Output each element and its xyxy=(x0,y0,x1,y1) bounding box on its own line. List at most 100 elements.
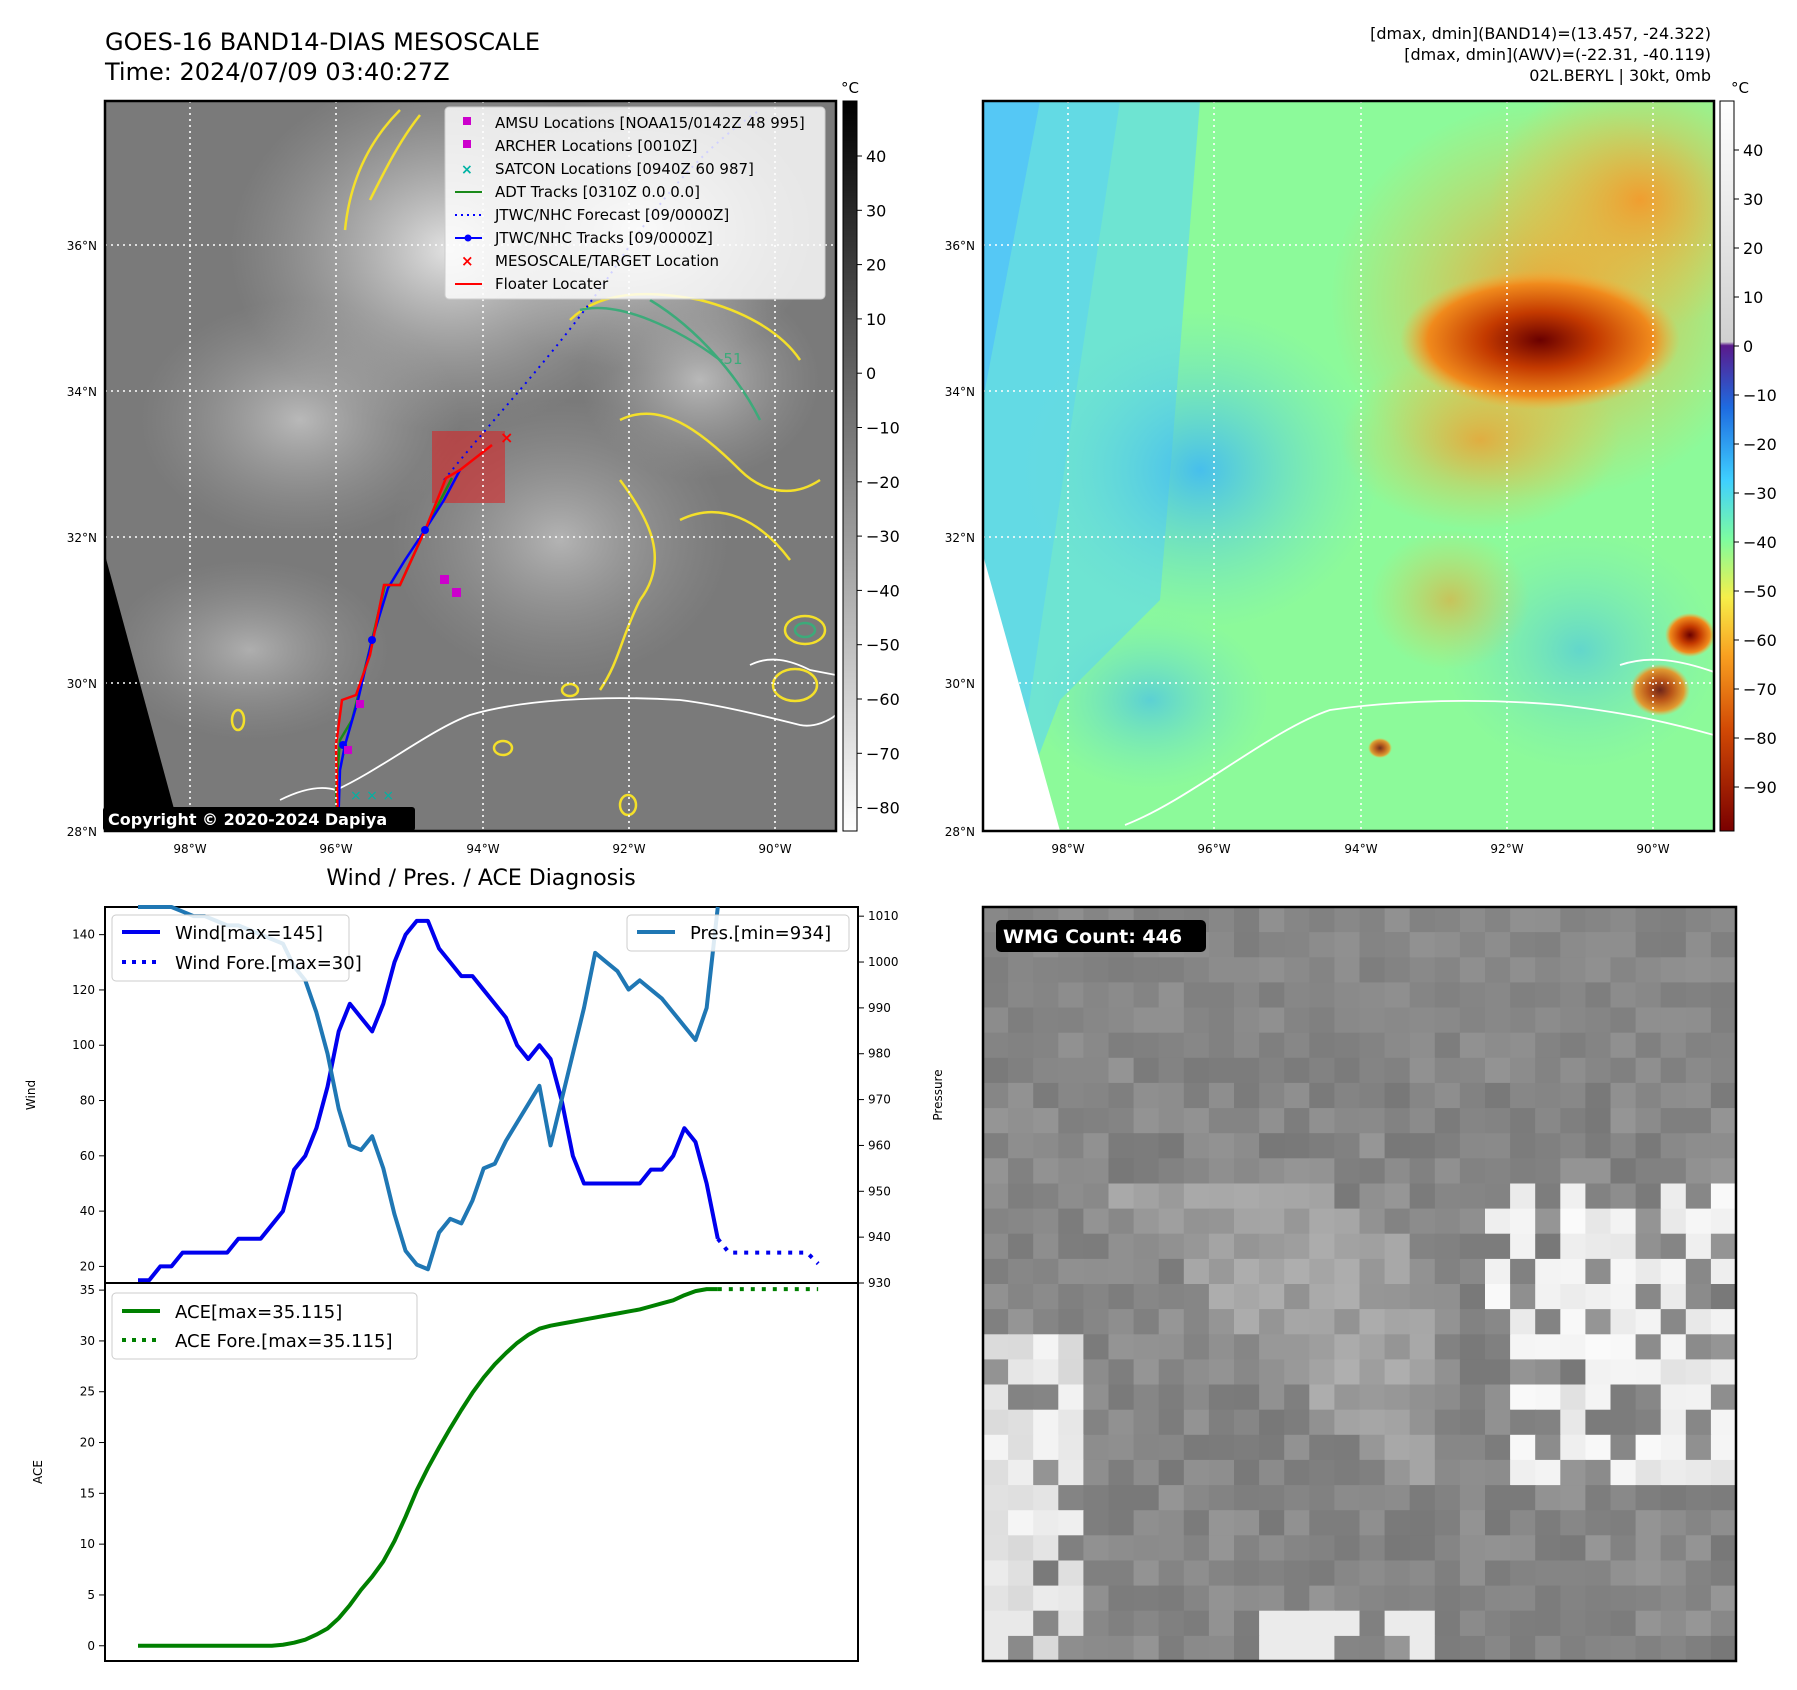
pressure-tick-label: 980 xyxy=(868,1047,891,1061)
color-colorbar-unit: °C xyxy=(1731,79,1749,97)
ace-series-line-0 xyxy=(138,1287,718,1648)
pressure-tick-label: 1000 xyxy=(868,955,899,969)
pressure-tick-label: 940 xyxy=(868,1230,891,1244)
legend-forecast: JTWC/NHC Forecast [09/0000Z] xyxy=(494,206,729,224)
color-colorbar-tick: −80 xyxy=(1743,729,1777,748)
figure-title: GOES-16 BAND14-DIAS MESOSCALE xyxy=(105,28,540,56)
svg-text:× × ×: × × × xyxy=(350,788,394,804)
lon-tick-label: 92°W xyxy=(1490,842,1523,856)
pressure-legend: Pres.[min=934] xyxy=(626,914,850,952)
pressure-tick-label: 1010 xyxy=(868,909,899,923)
ace-axis-label: ACE xyxy=(31,1460,45,1484)
lat-tick-label: 36°N xyxy=(945,239,975,253)
ace-tick-label: 30 xyxy=(80,1334,95,1348)
ace-tick-label: 5 xyxy=(87,1588,95,1602)
lat-tick-label: 34°N xyxy=(945,385,975,399)
lon-tick-label: 90°W xyxy=(1636,842,1669,856)
legend-floater: Floater Locater xyxy=(495,275,609,293)
wind-legend: Wind[max=145] Wind Fore.[max=30] xyxy=(111,914,362,982)
series-line-0 xyxy=(138,918,720,1283)
color-colorbar-tick: 10 xyxy=(1743,288,1763,307)
left-satellite-map: -51 × × × × xyxy=(103,99,838,833)
wind-tick-label: 120 xyxy=(72,983,95,997)
wind-tick-label: 20 xyxy=(80,1259,95,1273)
legend-ace-forecast: ACE Fore.[max=35.115] xyxy=(175,1331,393,1352)
gray-colorbar-unit: °C xyxy=(841,79,859,97)
legend-ace: ACE[max=35.115] xyxy=(175,1302,342,1323)
stats-band14: [dmax, dmin](BAND14)=(13.457, -24.322) xyxy=(1370,24,1711,43)
lat-tick-label: 28°N xyxy=(945,825,975,839)
gray-colorbar-tick: −30 xyxy=(866,527,900,546)
gray-colorbar-tick: −40 xyxy=(866,581,900,600)
legend-wind: Wind[max=145] xyxy=(175,923,323,944)
pressure-tick-label: 990 xyxy=(868,1001,891,1015)
lat-tick-label: 30°N xyxy=(945,677,975,691)
color-colorbar-tick: −20 xyxy=(1743,435,1777,454)
gray-colorbar-tick: −20 xyxy=(866,473,900,492)
lon-tick-label: 94°W xyxy=(466,842,499,856)
svg-text:×: × xyxy=(461,162,473,178)
color-colorbar-tick: 0 xyxy=(1743,337,1753,356)
lon-tick-label: 96°W xyxy=(1197,842,1230,856)
wind-tick-label: 100 xyxy=(72,1038,95,1052)
color-colorbar-tick: −10 xyxy=(1743,386,1777,405)
lat-tick-label: 32°N xyxy=(67,531,97,545)
lon-tick-label: 92°W xyxy=(612,842,645,856)
lat-tick-label: 36°N xyxy=(67,239,97,253)
color-colorbar-tick: 20 xyxy=(1743,239,1763,258)
storm-info: 02L.BERYL | 30kt, 0mb xyxy=(1529,66,1711,85)
color-colorbar-tick: −60 xyxy=(1743,631,1777,650)
gray-colorbar-tick: −80 xyxy=(866,799,900,818)
legend-pressure: Pres.[min=934] xyxy=(690,923,831,944)
gray-colorbar-tick: −50 xyxy=(866,636,900,655)
legend-amsu: AMSU Locations [NOAA15/0142Z 48 995] xyxy=(495,114,805,132)
wind-tick-label: 40 xyxy=(80,1204,95,1218)
lon-tick-label: 96°W xyxy=(319,842,352,856)
lat-tick-label: 32°N xyxy=(945,531,975,545)
gray-colorbar: °C 40 30 20 10 0 −10 −20 −30 −40 −50 −60 −70 −80 xyxy=(841,79,900,832)
legend-tracks: JTWC/NHC Tracks [09/0000Z] xyxy=(494,229,713,247)
series-line-1 xyxy=(716,1237,820,1266)
gray-colorbar-tick: −10 xyxy=(866,419,900,438)
legend-adt: ADT Tracks [0310Z 0.0 0.0] xyxy=(495,183,700,201)
pressure-tick-label: 950 xyxy=(868,1184,891,1198)
legend-archer: ARCHER Locations [0010Z] xyxy=(495,137,698,155)
pressure-axis-label: Pressure xyxy=(931,1069,945,1120)
svg-text:×: × xyxy=(500,428,513,447)
wind-pressure-chart: 20 40 60 80 100 120 140 930 940 950 960 970 980 990 1… xyxy=(24,905,945,1290)
wind-tick-label: 60 xyxy=(80,1149,95,1163)
lon-tick-label: 98°W xyxy=(1051,842,1084,856)
ace-tick-label: 15 xyxy=(80,1486,95,1500)
color-colorbar-tick: −50 xyxy=(1743,582,1777,601)
svg-text:×: × xyxy=(461,252,474,270)
wmg-panel: WMG Count: 446 xyxy=(981,905,1738,1663)
pressure-tick-label: 970 xyxy=(868,1093,891,1107)
gray-colorbar-tick: 40 xyxy=(866,147,886,166)
wind-tick-label: 80 xyxy=(80,1094,95,1108)
gray-colorbar-tick: −60 xyxy=(866,690,900,709)
lat-tick-label: 30°N xyxy=(67,677,97,691)
gray-colorbar-tick: 0 xyxy=(866,364,876,383)
gray-colorbar-tick: −70 xyxy=(866,744,900,763)
gray-colorbar-tick: 30 xyxy=(866,201,886,220)
pressure-tick-label: 930 xyxy=(868,1276,891,1290)
copyright-label: Copyright © 2020-2024 Dapiya xyxy=(108,810,387,829)
right-satellite-map xyxy=(981,99,1716,833)
legend-satcon: SATCON Locations [0940Z 60 987] xyxy=(495,160,754,178)
contour-label: -51 xyxy=(718,350,743,368)
wind-tick-label: 140 xyxy=(72,928,95,942)
color-colorbar-tick: −90 xyxy=(1743,778,1777,797)
ace-chart: 0 5 10 15 20 25 30 35 ACE ACE[max=35.115] ACE F… xyxy=(31,1282,859,1662)
ace-tick-label: 35 xyxy=(80,1283,95,1297)
color-colorbar-tick: 40 xyxy=(1743,141,1763,160)
ace-legend: ACE[max=35.115] ACE Fore.[max=35.115] xyxy=(111,1292,418,1360)
ace-tick-label: 25 xyxy=(80,1385,95,1399)
wmg-count-label: WMG Count: 446 xyxy=(1003,926,1182,948)
map-legend: AMSU Locations [NOAA15/0142Z 48 995] ARC… xyxy=(444,106,826,300)
color-colorbar-tick: −70 xyxy=(1743,680,1777,699)
color-colorbar-tick: −40 xyxy=(1743,533,1777,552)
wind-axis-label: Wind xyxy=(24,1080,38,1110)
lon-tick-label: 90°W xyxy=(758,842,791,856)
legend-wind-forecast: Wind Fore.[max=30] xyxy=(175,953,362,974)
